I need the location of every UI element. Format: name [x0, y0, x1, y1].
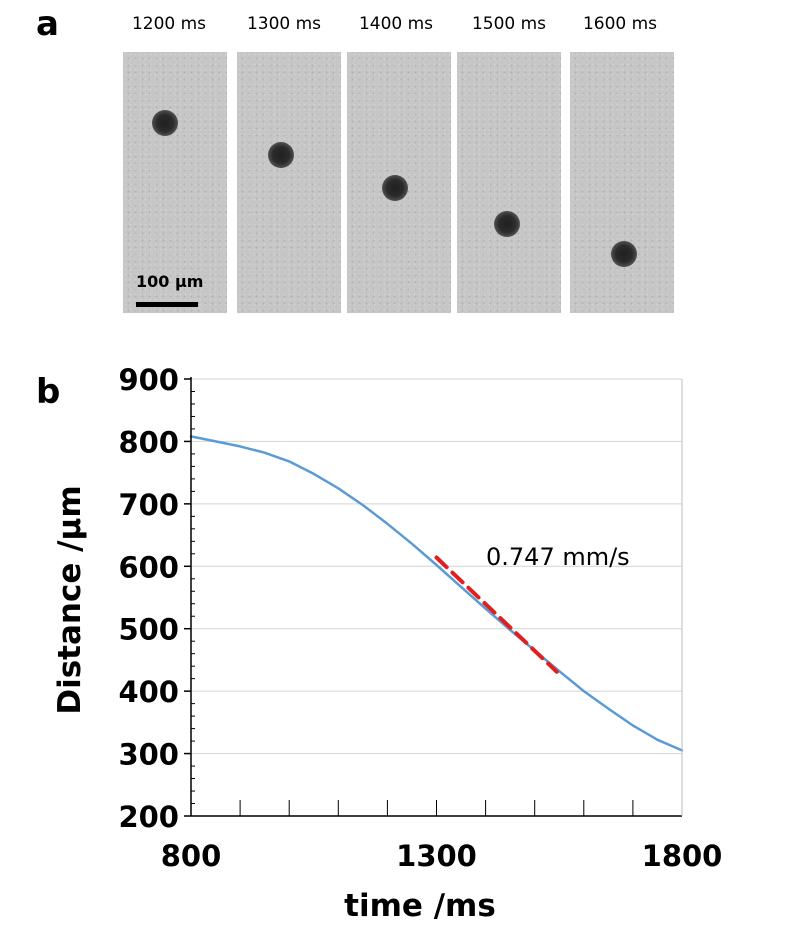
frame-time-label: 1600 ms — [582, 14, 658, 34]
scale-bar-label: 100 µm — [136, 272, 204, 291]
frame-time-label: 1400 ms — [358, 14, 434, 34]
frame-time-label: 1200 ms — [131, 14, 207, 34]
y-tick-label: 600 — [118, 550, 179, 584]
x-tick-label: 1300 — [396, 839, 477, 873]
distance-time-chart: 200 300 400 500 600 700 800 900 800 1300 1800 time… — [52, 363, 722, 924]
axes — [190, 377, 683, 817]
microscopy-frame — [570, 52, 674, 313]
y-tick-label: 400 — [118, 675, 179, 709]
y-tick-label: 800 — [118, 425, 179, 459]
panel-a-label: a — [36, 4, 59, 44]
y-tick-label: 500 — [118, 613, 179, 647]
y-axis-title: Distance /µm — [52, 485, 88, 714]
particle — [611, 241, 637, 267]
scale-bar — [136, 302, 198, 307]
grid-lines — [191, 378, 682, 755]
microscopy-frame — [457, 52, 561, 313]
particle — [268, 142, 294, 168]
microscopy-frame — [347, 52, 451, 313]
microscopy-frame — [123, 52, 227, 313]
y-tick-label: 900 — [118, 363, 179, 397]
particle — [494, 211, 520, 237]
x-axis-title: time /ms — [344, 888, 496, 924]
y-tick-label: 700 — [118, 488, 179, 522]
particle — [382, 175, 408, 201]
x-tick-label: 1800 — [642, 839, 723, 873]
y-tick-label: 200 — [118, 800, 179, 834]
axis-ticks — [184, 378, 634, 817]
microscopy-frame — [237, 52, 341, 313]
frame-time-label: 1500 ms — [471, 14, 547, 34]
particle — [152, 110, 178, 136]
series-lines — [189, 435, 684, 752]
fit-line — [434, 555, 559, 674]
panel-b-label: b — [36, 372, 61, 412]
x-tick-label: 800 — [161, 839, 222, 873]
frame-time-label: 1300 ms — [246, 14, 322, 34]
slope-annotation: 0.747 mm/s — [486, 543, 630, 571]
y-tick-label: 300 — [118, 738, 179, 772]
distance-line — [189, 435, 684, 752]
tick-labels: 200 300 400 500 600 700 800 900 800 1300 1800 — [118, 363, 722, 873]
